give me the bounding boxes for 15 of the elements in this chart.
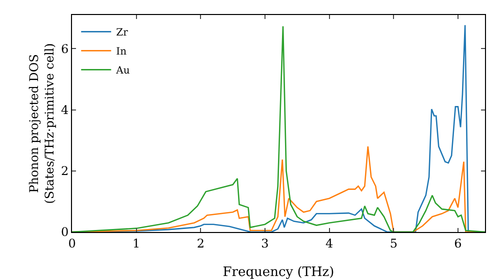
y-tick-label: 6: [60, 42, 69, 56]
x-tick-label: 4: [326, 236, 334, 250]
y-axis-title: Phonon projected DOS (States/THz·primitive cell): [27, 43, 57, 204]
x-tick-label: 6: [454, 236, 462, 250]
y-tick-label: 4: [60, 102, 69, 117]
x-tick-label: 3: [261, 236, 269, 250]
x-tick-label: 2: [196, 236, 204, 250]
x-axis-title: Frequency (THz): [222, 265, 334, 280]
x-tick-label: 1: [132, 236, 140, 250]
y-tick-label: 0: [60, 225, 69, 240]
legend-label: Zr: [116, 28, 128, 39]
x-tick-label: 5: [390, 236, 398, 250]
legend-label: In: [116, 46, 128, 58]
legend-label: Au: [115, 66, 130, 77]
y-tick-label: 2: [60, 164, 69, 178]
